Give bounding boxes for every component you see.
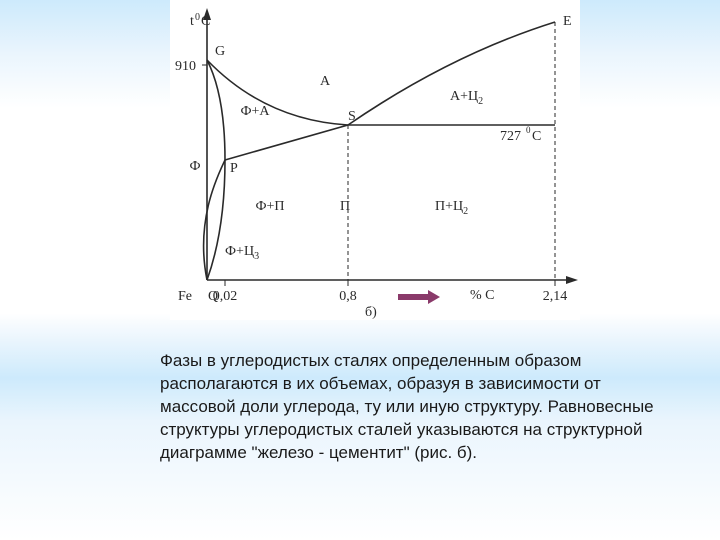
svg-text:0: 0 [526,125,531,135]
phase-diagram: 0,020,82,14% CFeQ910t0C7270СAФ+АA+Ц2ФФ+П… [170,0,580,320]
svg-text:727: 727 [500,129,521,144]
svg-text:П+Ц2: П+Ц2 [435,199,468,217]
diagram-svg: 0,020,82,14% CFeQ910t0C7270СAФ+АA+Ц2ФФ+П… [170,0,580,320]
svg-text:A+Ц2: A+Ц2 [450,89,483,107]
svg-text:G: G [215,44,225,59]
svg-text:Q: Q [208,289,218,304]
svg-text:E: E [563,14,572,29]
svg-text:t: t [190,14,194,29]
svg-text:Ф: Ф [189,159,200,174]
svg-text:Ф+А: Ф+А [240,104,270,119]
svg-text:A: A [320,74,331,89]
svg-text:б): б) [365,305,377,320]
svg-text:C: C [201,14,210,29]
svg-text:0,8: 0,8 [339,289,357,304]
svg-text:2,14: 2,14 [543,289,568,304]
svg-text:Fe: Fe [178,289,192,304]
svg-text:P: P [230,161,238,176]
svg-text:0: 0 [195,12,200,23]
svg-text:Ф+Ц3: Ф+Ц3 [225,244,259,262]
svg-text:910: 910 [175,59,196,74]
svg-text:С: С [532,129,541,144]
caption-text: Фазы в углеродистых сталях определенным … [160,350,660,465]
svg-text:Ф+П: Ф+П [255,199,284,214]
svg-text:S: S [348,109,356,124]
slide-root: { "diagram": { "type": "phase-diagram", … [0,0,720,540]
svg-text:% C: % C [470,288,495,303]
svg-text:П: П [340,199,350,214]
